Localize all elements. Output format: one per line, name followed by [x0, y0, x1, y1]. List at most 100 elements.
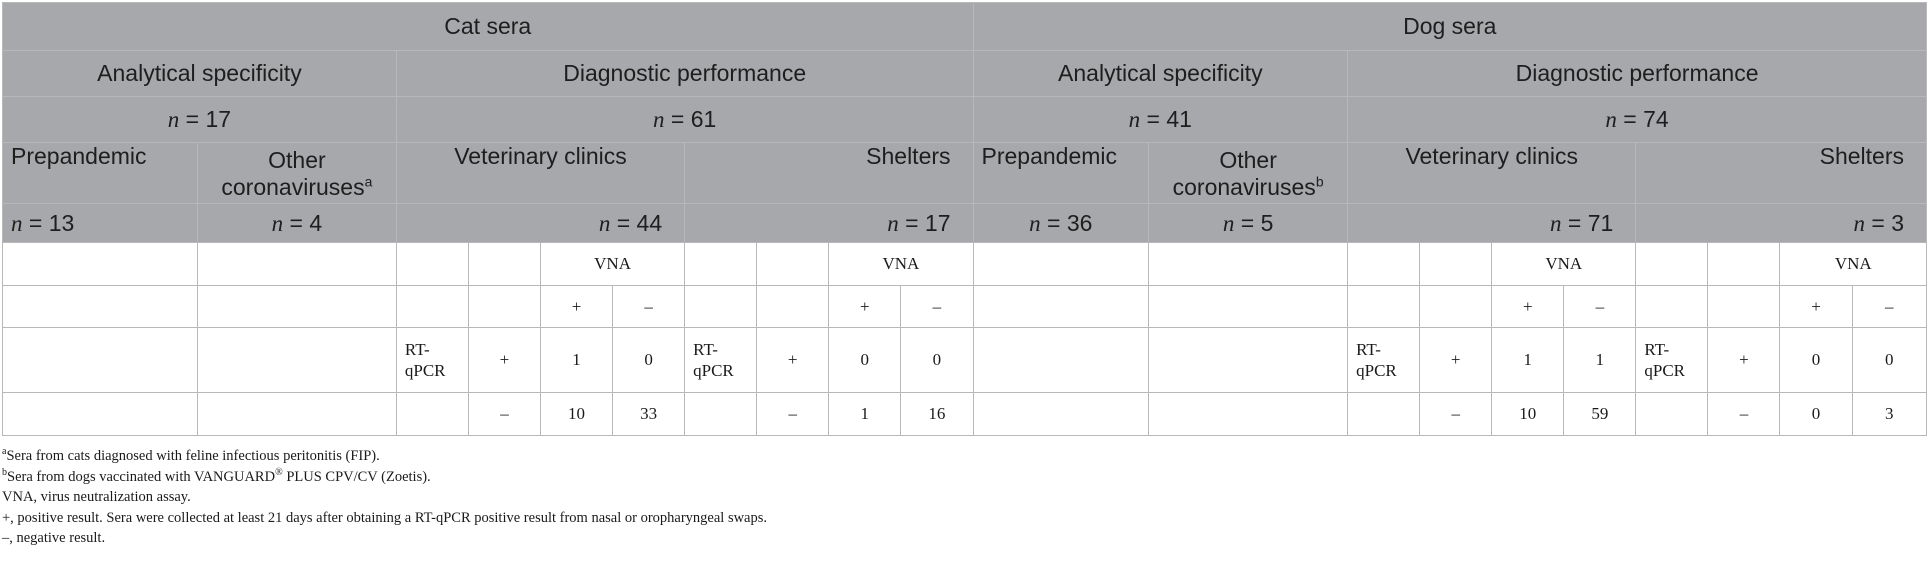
table-cell: [1347, 392, 1421, 436]
cat-vet-pm: 0: [612, 327, 686, 393]
table-cell: [1635, 285, 1709, 328]
n-dog-prepandemic: n = 36: [972, 203, 1150, 243]
dog-vet-mm: 59: [1563, 392, 1637, 436]
cat-vet-header: Veterinary clinics: [395, 142, 686, 204]
table-cell: [395, 285, 469, 328]
vna-minus: –: [900, 285, 974, 328]
table-cell: [972, 327, 1150, 393]
dog-shelters-header: Shelters: [1635, 142, 1927, 204]
header-row-n-totals: n = 17 n = 61 n = 41 n = 74: [2, 96, 1927, 143]
n-dog-analytical: n = 41: [972, 96, 1349, 143]
table-cell: [1635, 392, 1709, 436]
cat-sera-header: Cat sera: [2, 2, 974, 51]
dog-shelters-pm: 0: [1851, 327, 1928, 393]
dog-shelters-mp: 0: [1779, 392, 1853, 436]
rtqpcr-minus: –: [756, 392, 830, 436]
vna-plus: +: [1779, 285, 1853, 328]
table-cell: [1148, 285, 1349, 328]
table-cell: [684, 242, 758, 286]
table-cell: [196, 242, 397, 286]
cat-analytical-header: Analytical specificity: [2, 50, 397, 97]
table-cell: [2, 285, 198, 328]
cat-vet-vna-label: VNA: [539, 242, 686, 286]
n-cat-analytical: n = 17: [2, 96, 397, 143]
n-cat-diagnostic: n = 61: [395, 96, 974, 143]
rtqpcr-minus: –: [1707, 392, 1781, 436]
footnote-vna: VNA, virus neutralization assay.: [2, 489, 191, 505]
vna-plus: +: [828, 285, 902, 328]
body-row-rtqpcr-positive: RT-qPCR + 1 0 RT-qPCR + 0 0 RT-qPCR + 1 …: [2, 327, 1928, 393]
n-cat-vet: n = 44: [395, 203, 686, 243]
dog-shelters-mm: 3: [1851, 392, 1928, 436]
cat-vet-mp: 10: [539, 392, 614, 436]
vna-plus: +: [539, 285, 614, 328]
body-row-vna-sign: + – + – + – + –: [2, 285, 1928, 328]
dog-shelters-pp: 0: [1779, 327, 1853, 393]
cat-shelters-mp: 1: [828, 392, 902, 436]
n-dog-diagnostic: n = 74: [1347, 96, 1927, 143]
header-row-subgroups: Prepandemic Other coronavirusesa Veterina…: [2, 142, 1927, 204]
cat-prepandemic-header: Prepandemic: [2, 142, 198, 204]
cat-shelters-mm: 16: [900, 392, 974, 436]
table-cell: [972, 392, 1150, 436]
vna-plus: +: [1491, 285, 1565, 328]
table-cell: [756, 242, 830, 286]
table-cell: [1419, 285, 1493, 328]
table-cell: [196, 285, 397, 328]
table-cell: [972, 285, 1150, 328]
table-cell: [972, 242, 1150, 286]
dog-vet-vna-label: VNA: [1491, 242, 1637, 286]
header-row-subgroup-n: n = 13 n = 4 n = 44 n = 17 n = 36 n = 5 …: [2, 203, 1927, 243]
cat-shelters-header: Shelters: [684, 142, 974, 204]
rtqpcr-minus: –: [467, 392, 542, 436]
cat-shelters-pm: 0: [900, 327, 974, 393]
table-cell: [1148, 242, 1349, 286]
n-dog-vet: n = 71: [1347, 203, 1637, 243]
dog-vet-mp: 10: [1491, 392, 1565, 436]
footnote-a: aSera from cats diagnosed with feline in…: [2, 446, 380, 464]
table-cell: [467, 285, 542, 328]
table-cell: [1347, 285, 1421, 328]
table-cell: [1707, 242, 1781, 286]
dog-shelters-vna-label: VNA: [1779, 242, 1927, 286]
dog-other-coronaviruses-header: Other coronavirusesb: [1148, 142, 1349, 204]
footnote-b: bSera from dogs vaccinated with VANGUARD…: [2, 466, 431, 485]
table-cell: [684, 285, 758, 328]
cat-vet-mm: 33: [612, 392, 686, 436]
table-cell: [1707, 285, 1781, 328]
n-cat-shelters: n = 17: [684, 203, 974, 243]
vna-minus: –: [1851, 285, 1928, 328]
n-cat-prepandemic: n = 13: [2, 203, 198, 243]
table-cell: [1148, 392, 1349, 436]
rtqpcr-label: RT-qPCR: [1347, 327, 1421, 393]
dog-diagnostic-header: Diagnostic performance: [1347, 50, 1927, 97]
footnotes: aSera from cats diagnosed with feline in…: [2, 446, 1902, 549]
dog-prepandemic-header: Prepandemic: [972, 142, 1150, 204]
dog-sera-header: Dog sera: [972, 2, 1928, 51]
cat-shelters-vna-label: VNA: [828, 242, 974, 286]
table-cell: [684, 392, 758, 436]
dog-vet-pm: 1: [1563, 327, 1637, 393]
rtqpcr-label: RT-qPCR: [395, 327, 469, 393]
rtqpcr-label: RT-qPCR: [1635, 327, 1709, 393]
header-row-species: Cat sera Dog sera: [2, 2, 1928, 51]
table-cell: [196, 327, 397, 393]
footnote-negative: –, negative result.: [2, 530, 106, 546]
table-cell: [196, 392, 397, 436]
table-cell: [756, 285, 830, 328]
table-cell: [1347, 242, 1421, 286]
rtqpcr-plus: +: [1707, 327, 1781, 393]
rtqpcr-plus: +: [1419, 327, 1493, 393]
vna-minus: –: [1563, 285, 1637, 328]
dog-vet-header: Veterinary clinics: [1347, 142, 1637, 204]
rtqpcr-label: RT-qPCR: [684, 327, 758, 393]
vna-minus: –: [612, 285, 686, 328]
dog-analytical-header: Analytical specificity: [972, 50, 1349, 97]
rtqpcr-plus: +: [756, 327, 830, 393]
header-row-category: Analytical specificity Diagnostic perfor…: [2, 50, 1927, 97]
n-dog-other: n = 5: [1148, 203, 1349, 243]
cat-vet-pp: 1: [539, 327, 614, 393]
table-cell: [1419, 242, 1493, 286]
table-cell: [467, 242, 542, 286]
dog-vet-pp: 1: [1491, 327, 1565, 393]
